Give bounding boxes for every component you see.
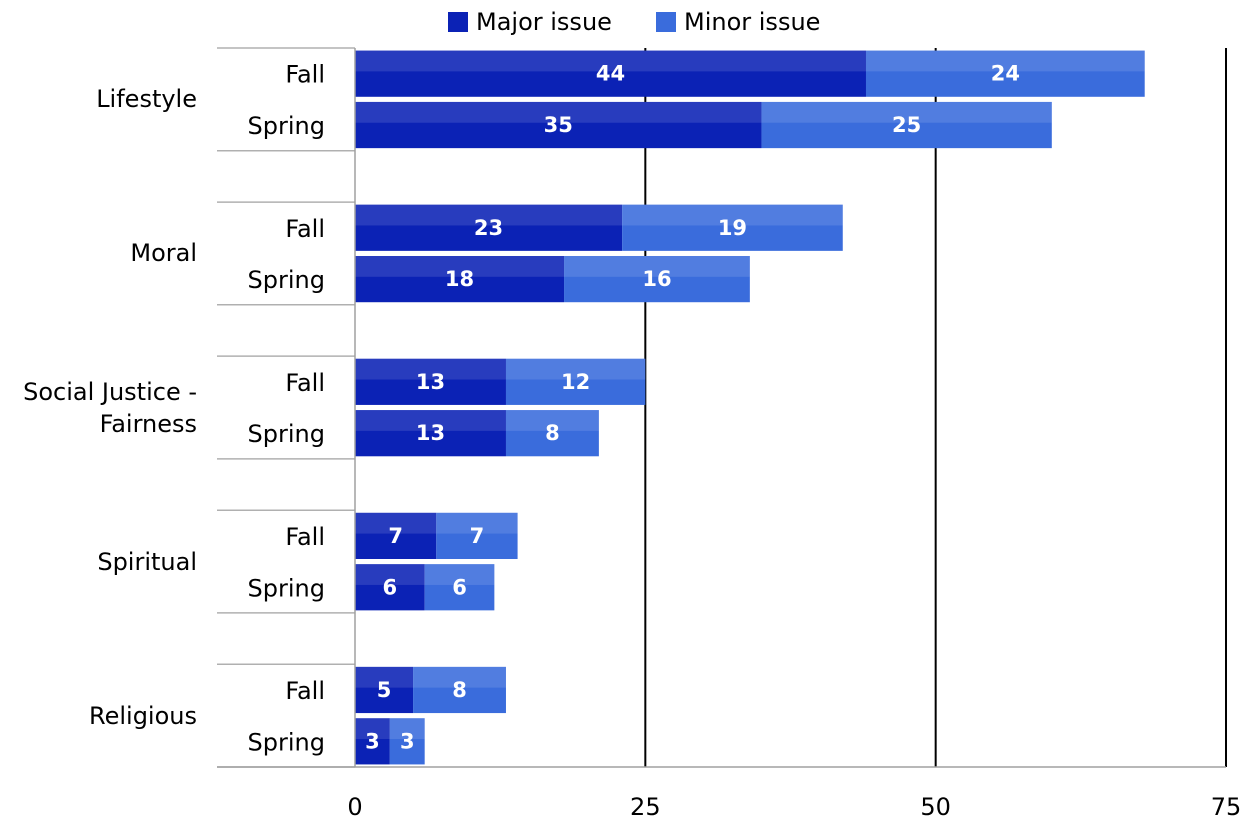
bar-segment (505, 410, 599, 457)
bar-shine (355, 50, 866, 72)
bar-shine (355, 255, 565, 277)
bar-shine (413, 666, 506, 688)
bar-shine (355, 666, 414, 688)
value-label: 6 (383, 575, 398, 599)
bar-shine (355, 410, 506, 431)
group-label: Lifestyle (96, 85, 197, 114)
group-label: Spiritual (97, 547, 197, 576)
bar-segment (355, 666, 414, 714)
legend-label: Major issue (476, 8, 612, 36)
value-label: 6 (452, 575, 467, 599)
bar-segment (564, 255, 750, 303)
bar-shine (505, 358, 646, 380)
x-tick-label: 50 (920, 793, 951, 821)
y-tick-label: Fall (285, 369, 325, 397)
value-label: 3 (365, 729, 380, 753)
value-label: 16 (642, 267, 671, 291)
group-label: Social Justice - Fairness (23, 377, 197, 438)
value-label: 8 (545, 421, 560, 445)
bar-segment (355, 101, 762, 149)
group-label: Religious (89, 701, 197, 730)
legend-swatch (656, 12, 676, 32)
bar-shine (865, 50, 1145, 72)
y-tick-label: Fall (285, 61, 325, 89)
bar-segment (355, 718, 390, 765)
value-label: 3 (400, 729, 415, 753)
value-label: 8 (452, 678, 467, 702)
bar-shine (622, 204, 843, 226)
x-tick-label: 0 (347, 793, 362, 821)
bar-shine (355, 512, 437, 534)
bar-segment (355, 358, 506, 405)
bar-shine (355, 564, 425, 585)
value-label: 44 (596, 62, 625, 86)
x-tick-label: 75 (1211, 793, 1242, 821)
bar-shine (761, 101, 1052, 123)
value-label: 13 (416, 421, 445, 445)
y-tick-label: Spring (248, 266, 325, 294)
bar-segment (355, 255, 565, 303)
bar-shine (355, 101, 762, 123)
bar-segment (413, 666, 506, 714)
value-label: 23 (474, 216, 503, 240)
bar-segment (622, 204, 843, 251)
bar-shine (505, 410, 599, 431)
bar-shine (355, 718, 390, 740)
group-label: Moral (130, 239, 197, 268)
value-label: 19 (718, 216, 747, 240)
value-label: 18 (445, 267, 474, 291)
bar-shine (389, 718, 425, 740)
bar-segment (436, 512, 518, 560)
value-label: 13 (416, 370, 445, 394)
y-tick-label: Spring (248, 728, 325, 756)
bar-segment (424, 564, 495, 611)
y-tick-label: Fall (285, 523, 325, 551)
bar-segment (355, 512, 437, 560)
bar-shine (355, 358, 506, 380)
x-tick-label: 25 (630, 793, 661, 821)
bar-segment (505, 358, 646, 405)
value-label: 25 (892, 113, 921, 137)
bar-segment (355, 204, 623, 251)
y-tick-label: Fall (285, 215, 325, 243)
y-tick-label: Fall (285, 677, 325, 705)
value-label: 5 (377, 678, 392, 702)
value-label: 7 (388, 524, 403, 548)
bar-segment (389, 718, 425, 765)
y-tick-label: Spring (248, 420, 325, 448)
y-tick-label: Spring (248, 112, 325, 140)
legend-swatch (448, 12, 468, 32)
y-tick-label: Spring (248, 574, 325, 602)
bar-segment (355, 50, 866, 97)
value-label: 12 (561, 370, 590, 394)
bar-segment (355, 564, 425, 611)
bar-shine (564, 255, 750, 277)
value-label: 7 (470, 524, 485, 548)
value-label: 24 (991, 62, 1020, 86)
bar-segment (865, 50, 1145, 97)
bar-segment (761, 101, 1052, 149)
bar-shine (436, 512, 518, 534)
bar-shine (355, 204, 623, 226)
legend-label: Minor issue (684, 8, 820, 36)
bar-shine (424, 564, 495, 585)
bar-segment (355, 410, 506, 457)
value-label: 35 (544, 113, 573, 137)
